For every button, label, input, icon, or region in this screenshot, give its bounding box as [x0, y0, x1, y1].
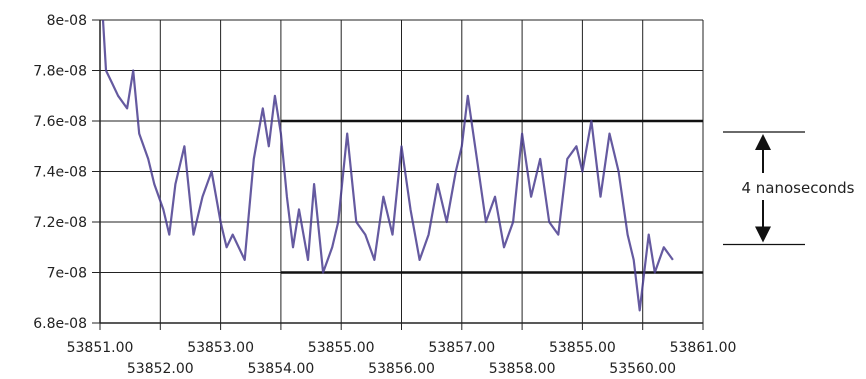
grid	[99, 19, 704, 324]
x-tick-label: 53857.00	[428, 340, 495, 356]
reference-lines	[280, 119, 703, 274]
y-tick-label: 7.8e-08	[33, 64, 87, 80]
y-tick-label: 7.2e-08	[33, 215, 87, 231]
series-line	[101, 19, 674, 312]
y-tick-label: 7.6e-08	[33, 114, 87, 130]
x-tick-label: 53854.00	[247, 361, 314, 377]
x-tick-label: 53856.00	[368, 361, 435, 377]
y-tick-label: 7e-08	[47, 266, 87, 282]
x-tick-label: 53853.00	[187, 340, 254, 356]
down-arrow-icon	[755, 226, 771, 243]
x-tick-label: 53852.00	[127, 361, 194, 377]
y-tick-label: 8e-08	[47, 13, 87, 29]
x-tick-label: 53855.00	[549, 340, 616, 356]
up-arrow-icon	[755, 134, 771, 150]
x-tick-label: 53560.00	[609, 361, 676, 377]
x-tick-label: 53861.00	[670, 340, 737, 356]
y-tick-label: 6.8e-08	[33, 316, 87, 332]
x-tick-label: 53851.00	[67, 340, 134, 356]
axes: 8e-08 7.8e-08 7.6e-08 7.4e-08 7.2e-08 7e-08 6.…	[33, 13, 736, 377]
x-tick-label: 53855.00	[308, 340, 375, 356]
annotation-label: 4 nanoseconds	[741, 179, 854, 197]
x-tick-label: 53858.00	[489, 361, 556, 377]
annotation: 4 nanoseconds	[723, 131, 855, 246]
series-area	[101, 19, 674, 312]
y-tick-label: 7.4e-08	[33, 165, 87, 181]
